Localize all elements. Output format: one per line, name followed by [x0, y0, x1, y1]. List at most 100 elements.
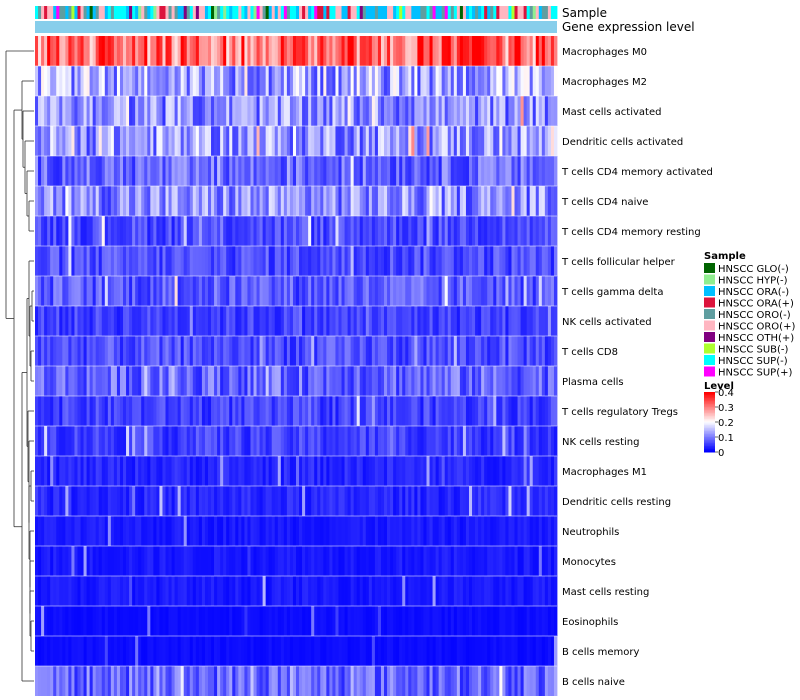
heatmap-cell — [171, 366, 176, 396]
heatmap-cell — [432, 606, 437, 636]
heatmap-cell — [38, 426, 42, 456]
heatmap-cell — [438, 96, 443, 126]
heatmap-cell — [71, 366, 75, 396]
heatmap-cell — [426, 276, 430, 306]
heatmap-cell — [235, 546, 239, 576]
heatmap-cell — [123, 576, 127, 606]
heatmap-cell — [192, 546, 197, 576]
heatmap-cell — [192, 216, 197, 246]
heatmap-cell — [332, 516, 336, 546]
heatmap-cell — [438, 216, 443, 246]
heatmap-cell — [256, 606, 260, 636]
heatmap-cell — [475, 456, 479, 486]
heatmap-cell — [438, 486, 443, 516]
heatmap-cell — [374, 336, 379, 366]
heatmap-cell — [387, 96, 391, 126]
heatmap-cell — [129, 636, 133, 666]
heatmap-cell — [393, 336, 397, 366]
heatmap-cell — [59, 456, 63, 486]
heatmap-cell — [198, 96, 203, 126]
heatmap-cell — [250, 666, 254, 696]
heatmap-cell — [402, 666, 406, 696]
heatmap-cell — [484, 96, 488, 126]
heatmap-cell — [268, 456, 273, 486]
heatmap-cell — [547, 546, 552, 576]
heatmap-cell — [523, 156, 528, 186]
heatmap-cell — [132, 636, 136, 666]
heatmap-cell — [262, 96, 267, 126]
heatmap-cell — [44, 396, 48, 426]
heatmap-cell — [89, 36, 94, 66]
heatmap-cell — [253, 336, 257, 366]
heatmap-cell — [256, 186, 260, 216]
heatmap-cell — [444, 636, 449, 666]
heatmap-cell — [493, 366, 497, 396]
heatmap-cell — [238, 306, 242, 336]
heatmap-cell — [490, 456, 494, 486]
heatmap-cell — [338, 636, 342, 666]
heatmap-cell — [393, 516, 397, 546]
sample-annotation-cell — [387, 6, 391, 19]
heatmap-cell — [493, 156, 497, 186]
heatmap-cell — [432, 96, 437, 126]
heatmap-cell — [132, 306, 136, 336]
heatmap-cell — [505, 156, 509, 186]
heatmap-cell — [308, 426, 312, 456]
heatmap-cell — [453, 426, 458, 456]
heatmap-cell — [517, 666, 521, 696]
heatmap-cell — [365, 576, 370, 606]
heatmap-cell — [553, 216, 558, 246]
heatmap-cell — [374, 36, 379, 66]
heatmap-cell — [59, 246, 63, 276]
heatmap-cell — [529, 636, 534, 666]
sample-annotation-cell — [138, 6, 142, 19]
sample-annotation-cell — [347, 6, 352, 19]
sample-annotation-cell — [535, 6, 540, 19]
heatmap-cell — [180, 96, 185, 126]
heatmap-cell — [456, 576, 461, 606]
heatmap-cell — [171, 186, 176, 216]
heatmap-cell — [107, 606, 112, 636]
heatmap-cell — [550, 336, 555, 366]
heatmap-cell — [153, 576, 157, 606]
heatmap-cell — [353, 246, 358, 276]
heatmap-cell — [232, 426, 236, 456]
level-legend-gradient-step — [704, 429, 715, 432]
heatmap-cell — [77, 186, 81, 216]
heatmap-cell — [520, 126, 525, 156]
heatmap-cell — [192, 156, 197, 186]
heatmap-cell — [286, 456, 291, 486]
heatmap-cell — [499, 336, 503, 366]
heatmap-cell — [256, 636, 260, 666]
heatmap-cell — [405, 216, 409, 246]
heatmap-cell — [526, 546, 531, 576]
heatmap-cell — [368, 546, 373, 576]
heatmap-cell — [119, 336, 124, 366]
heatmap-cell — [50, 336, 54, 366]
heatmap-cell — [292, 426, 297, 456]
heatmap-cell — [183, 156, 188, 186]
heatmap-cell — [277, 606, 282, 636]
heatmap-cell — [435, 486, 440, 516]
heatmap-cell — [180, 246, 185, 276]
heatmap-cell — [362, 546, 367, 576]
heatmap-cell — [308, 456, 312, 486]
heatmap-cell — [447, 456, 452, 486]
heatmap-cell — [192, 426, 197, 456]
heatmap-cell — [408, 66, 412, 96]
heatmap-cell — [56, 96, 60, 126]
heatmap-cell — [83, 66, 87, 96]
heatmap-cell — [180, 486, 185, 516]
heatmap-cell — [514, 96, 518, 126]
heatmap-cell — [347, 156, 352, 186]
heatmap-cell — [405, 366, 409, 396]
heatmap-cell — [338, 456, 342, 486]
heatmap-cell — [429, 666, 433, 696]
heatmap-cell — [487, 636, 491, 666]
heatmap-cell — [362, 96, 367, 126]
heatmap-cell — [475, 306, 479, 336]
heatmap-cell — [472, 546, 476, 576]
heatmap-cell — [405, 546, 409, 576]
heatmap-cell — [435, 246, 440, 276]
heatmap-cell — [110, 366, 115, 396]
